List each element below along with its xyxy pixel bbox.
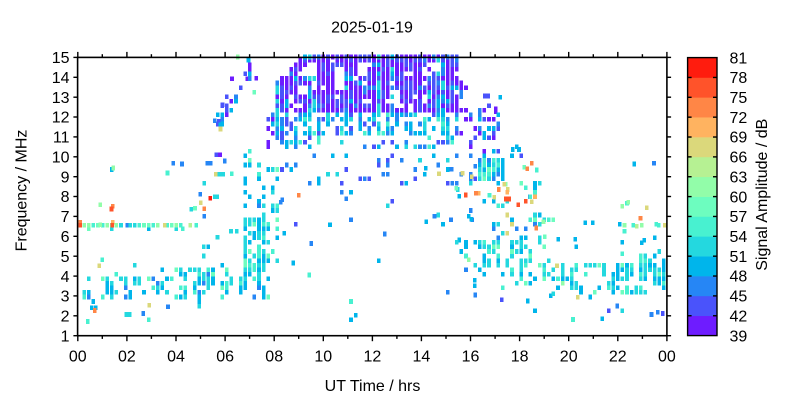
svg-text:15: 15 bbox=[52, 50, 70, 67]
svg-text:14: 14 bbox=[413, 348, 431, 365]
svg-text:7: 7 bbox=[61, 209, 70, 226]
svg-text:72: 72 bbox=[730, 110, 748, 127]
svg-text:2: 2 bbox=[61, 309, 70, 326]
svg-text:42: 42 bbox=[730, 308, 748, 325]
svg-text:Signal Amplitude / dB: Signal Amplitude / dB bbox=[754, 119, 771, 271]
svg-text:10: 10 bbox=[314, 348, 332, 365]
svg-text:63: 63 bbox=[730, 169, 748, 186]
svg-text:UT Time / hrs: UT Time / hrs bbox=[325, 378, 421, 395]
svg-text:2025-01-19: 2025-01-19 bbox=[331, 19, 413, 36]
svg-text:10: 10 bbox=[52, 150, 70, 167]
svg-text:02: 02 bbox=[118, 348, 136, 365]
svg-text:12: 12 bbox=[364, 348, 382, 365]
svg-text:66: 66 bbox=[730, 150, 748, 167]
svg-text:00: 00 bbox=[658, 348, 676, 365]
svg-text:06: 06 bbox=[216, 348, 234, 365]
svg-text:57: 57 bbox=[730, 209, 748, 226]
svg-text:Frequency / MHz: Frequency / MHz bbox=[14, 130, 31, 252]
svg-text:5: 5 bbox=[61, 249, 70, 266]
svg-text:75: 75 bbox=[730, 90, 748, 107]
svg-text:16: 16 bbox=[462, 348, 480, 365]
svg-text:78: 78 bbox=[730, 70, 748, 87]
svg-text:14: 14 bbox=[52, 70, 70, 87]
svg-text:00: 00 bbox=[69, 348, 87, 365]
svg-text:48: 48 bbox=[730, 269, 748, 286]
svg-text:20: 20 bbox=[560, 348, 578, 365]
svg-text:4: 4 bbox=[61, 269, 70, 286]
svg-text:39: 39 bbox=[730, 328, 748, 345]
svg-text:51: 51 bbox=[730, 249, 748, 266]
svg-text:9: 9 bbox=[61, 169, 70, 186]
svg-text:69: 69 bbox=[730, 130, 748, 147]
svg-text:1: 1 bbox=[61, 328, 70, 345]
svg-text:08: 08 bbox=[265, 348, 283, 365]
svg-text:45: 45 bbox=[730, 289, 748, 306]
svg-text:22: 22 bbox=[609, 348, 627, 365]
svg-text:04: 04 bbox=[167, 348, 185, 365]
svg-text:6: 6 bbox=[61, 229, 70, 246]
svg-text:3: 3 bbox=[61, 289, 70, 306]
svg-text:60: 60 bbox=[730, 189, 748, 206]
svg-text:8: 8 bbox=[61, 189, 70, 206]
svg-text:54: 54 bbox=[730, 229, 748, 246]
svg-text:13: 13 bbox=[52, 90, 70, 107]
svg-text:81: 81 bbox=[730, 50, 748, 67]
svg-text:12: 12 bbox=[52, 110, 70, 127]
svg-text:11: 11 bbox=[53, 130, 70, 147]
svg-text:18: 18 bbox=[511, 348, 529, 365]
